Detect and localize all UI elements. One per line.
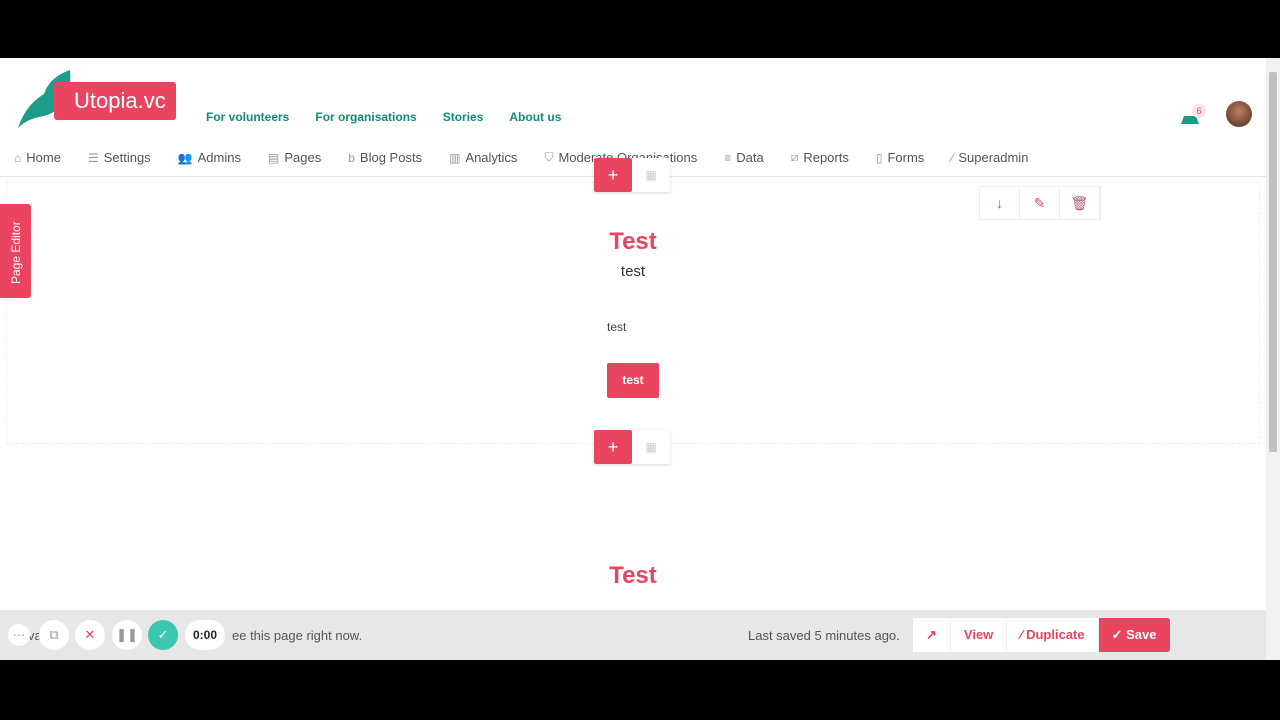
admin-nav-settings[interactable]: ☰ Settings bbox=[88, 150, 151, 165]
add-section-toolbar-top: + ▦ bbox=[594, 158, 670, 192]
save-label: Save bbox=[1126, 627, 1157, 642]
home-icon: ⌂ bbox=[14, 150, 22, 165]
page-editor-tab[interactable]: Page Editor bbox=[0, 204, 31, 298]
view-button[interactable]: View bbox=[950, 618, 1008, 652]
add-section-button[interactable]: + bbox=[594, 430, 632, 464]
page: Utopia.vc For volunteers For organisatio… bbox=[0, 58, 1280, 660]
more-icon[interactable]: ··· bbox=[8, 624, 30, 646]
editor-message: ee this page right now. bbox=[232, 628, 363, 643]
grid-icon[interactable]: ▦ bbox=[632, 158, 670, 192]
database-icon: ≡ bbox=[724, 150, 732, 165]
notification-badge: 6 bbox=[1192, 104, 1206, 118]
nav-for-organisations[interactable]: For organisations bbox=[315, 110, 417, 124]
editor-bottom-bar: va ee this page right now. ··· ⧉ ✕ ❚❚ ✓ … bbox=[0, 610, 1266, 660]
check-icon[interactable]: ✓ bbox=[148, 620, 178, 650]
admin-nav-blog-posts[interactable]: b Blog Posts bbox=[348, 150, 422, 165]
admin-nav-pages[interactable]: ▤ Pages bbox=[268, 150, 321, 165]
logo[interactable]: Utopia.vc bbox=[14, 70, 176, 132]
clipboard-icon: ▯ bbox=[875, 150, 883, 165]
shield-icon: ⛉ bbox=[544, 150, 554, 164]
notification-icon[interactable] bbox=[1180, 108, 1200, 126]
admin-nav-forms[interactable]: ▯ Forms bbox=[876, 150, 924, 165]
section-title-2: Test bbox=[609, 562, 657, 589]
pause-icon[interactable]: ❚❚ bbox=[112, 620, 142, 650]
nav-about-us[interactable]: About us bbox=[509, 110, 562, 124]
admin-nav-label: Blog Posts bbox=[359, 150, 423, 165]
users-icon: 👥 bbox=[177, 150, 193, 165]
admin-nav-data[interactable]: ≡ Data bbox=[724, 150, 763, 165]
cancel-recording-icon[interactable]: ✕ bbox=[75, 620, 105, 650]
nav-for-volunteers[interactable]: For volunteers bbox=[206, 110, 290, 124]
admin-nav-reports[interactable]: ⧄ Reports bbox=[791, 150, 849, 165]
admin-nav-superadmin[interactable]: ⁄ Superadmin bbox=[951, 150, 1028, 165]
scrollbar[interactable] bbox=[1266, 58, 1280, 660]
nav-stories[interactable]: Stories bbox=[442, 110, 484, 124]
section-title: Test bbox=[609, 228, 657, 255]
admin-nav-label: Forms bbox=[887, 150, 925, 165]
camera-icon[interactable]: ⧉ bbox=[39, 620, 69, 650]
page-editor-label: Page Editor bbox=[9, 221, 23, 284]
admin-nav-home[interactable]: ⌂ Home bbox=[14, 150, 61, 165]
open-external-icon[interactable]: ↗ bbox=[913, 618, 951, 652]
move-down-icon[interactable]: ↓ bbox=[980, 187, 1020, 219]
section-tools: ↓ ✎ 🗑 bbox=[979, 186, 1101, 220]
section-button[interactable]: test bbox=[607, 363, 659, 398]
duplicate-label: Duplicate bbox=[1026, 627, 1085, 642]
delete-icon[interactable]: 🗑 bbox=[1060, 187, 1100, 219]
edit-icon[interactable]: ✎ bbox=[1020, 187, 1060, 219]
admin-nav-label: Settings bbox=[103, 150, 151, 165]
save-button[interactable]: ✓ Save bbox=[1098, 618, 1171, 652]
grid-icon[interactable]: ▦ bbox=[632, 430, 670, 464]
admin-nav-analytics[interactable]: ▥ Analytics bbox=[449, 150, 517, 165]
chart-icon: ▥ bbox=[449, 150, 461, 165]
recording-timer: 0:00 bbox=[185, 620, 225, 650]
admin-nav-label: Admins bbox=[197, 150, 241, 165]
section-subtitle: test bbox=[620, 263, 646, 280]
admin-nav-label: Reports bbox=[803, 150, 849, 165]
wand-icon: ⁄ bbox=[1020, 627, 1027, 642]
top-nav: For volunteers For organisations Stories… bbox=[206, 110, 561, 124]
check-icon: ✓ bbox=[1111, 627, 1127, 642]
pages-icon: ▤ bbox=[268, 150, 280, 165]
admin-nav-admins[interactable]: 👥 Admins bbox=[178, 150, 241, 165]
action-buttons: ↗ View ⁄ Duplicate ✓ Save bbox=[913, 618, 1171, 652]
avatar[interactable] bbox=[1226, 101, 1252, 127]
message-fragment: va bbox=[28, 628, 42, 643]
duplicate-button[interactable]: ⁄ Duplicate bbox=[1007, 618, 1099, 652]
admin-nav-label: Home bbox=[26, 150, 61, 165]
sliders-icon: ☰ bbox=[87, 150, 99, 165]
admin-nav: ⌂ Home ☰ Settings 👥 Admins ▤ Pages b Blog Posts ▥ A… bbox=[14, 150, 1028, 165]
scrollbar-thumb[interactable] bbox=[1269, 72, 1277, 452]
admin-nav-label: Pages bbox=[284, 150, 322, 165]
admin-nav-label: Data bbox=[736, 150, 764, 165]
add-section-button[interactable]: + bbox=[594, 158, 632, 192]
wand-icon: ⁄ bbox=[951, 150, 954, 165]
section-block[interactable] bbox=[6, 182, 1260, 444]
add-section-toolbar-bottom: + ▦ bbox=[594, 430, 670, 464]
last-saved: Last saved 5 minutes ago. bbox=[748, 628, 900, 643]
reports-icon: ⧄ bbox=[790, 150, 799, 164]
blog-icon: b bbox=[348, 150, 355, 165]
section-text: test bbox=[607, 320, 627, 334]
admin-nav-label: Analytics bbox=[465, 150, 518, 165]
admin-nav-label: Superadmin bbox=[958, 150, 1029, 165]
brand-name: Utopia.vc bbox=[54, 82, 176, 120]
